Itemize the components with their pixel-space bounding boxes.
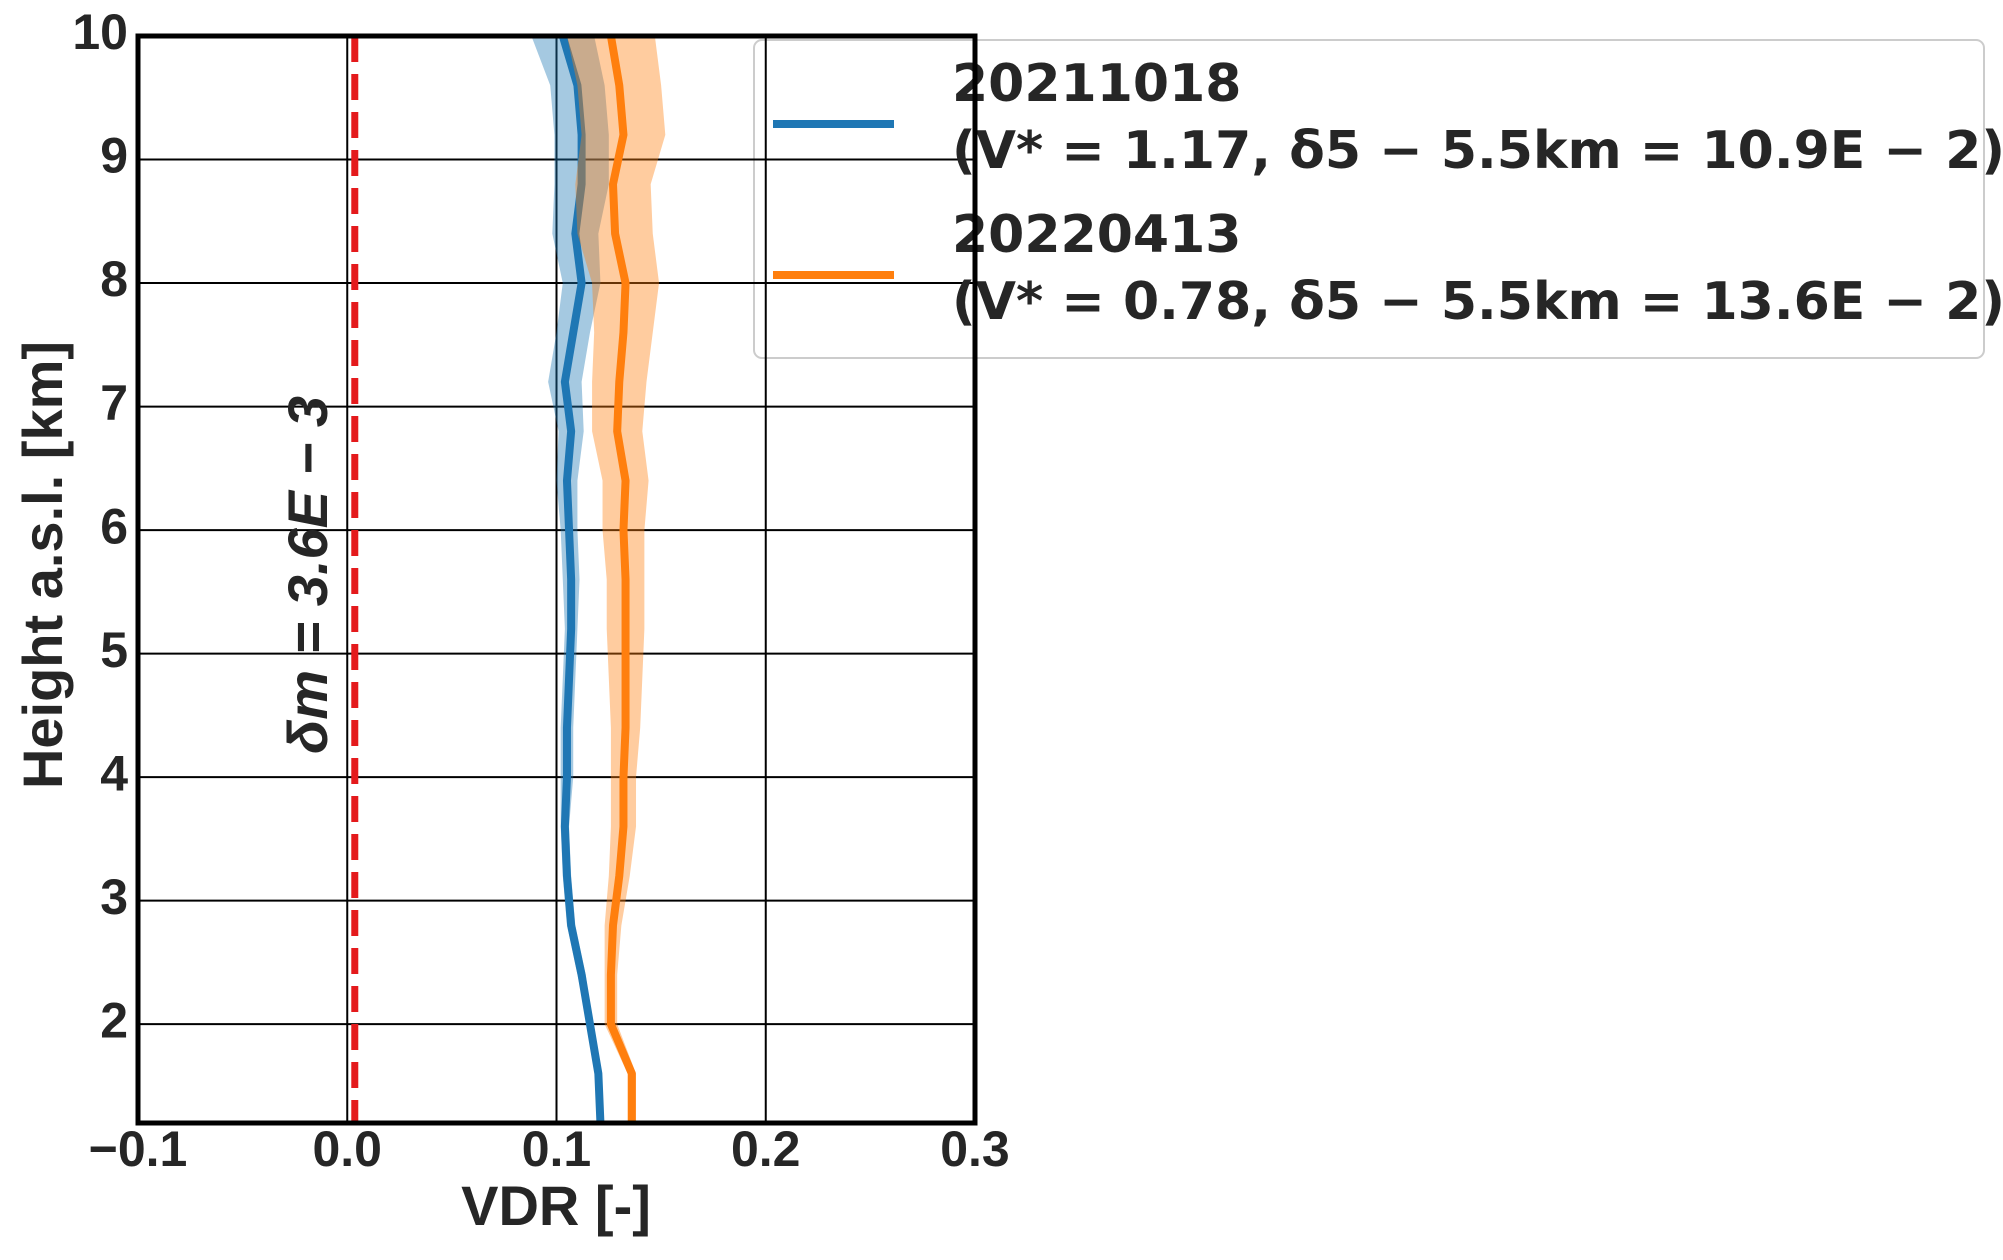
x-tick-label: 0.0 (312, 1121, 382, 1177)
legend-label: 20211018 (952, 54, 1241, 114)
reference-label: δm = 3.6E − 3 (276, 396, 339, 754)
legend-note: (V* = 0.78, δ5 − 5.5km = 13.6E − 2) (952, 272, 2003, 332)
x-tick-label: 0.1 (522, 1121, 592, 1177)
profile-line (606, 35, 636, 1123)
plot-frame (135, 33, 978, 1126)
y-tick-label: 9 (100, 128, 128, 184)
y-tick-label: 5 (100, 622, 128, 678)
profile-line (558, 34, 605, 1124)
legend-box (753, 39, 1985, 359)
y-tick-label: 8 (100, 251, 128, 307)
x-tick-label: 0.3 (940, 1121, 1010, 1177)
y-tick-label: 10 (72, 4, 128, 60)
y-tick-label: 6 (100, 498, 128, 554)
x-tick-label: −0.1 (89, 1121, 188, 1177)
x-axis-label: VDR [-] (461, 1174, 651, 1237)
y-tick-label: 7 (100, 375, 128, 431)
y-tick-label: 4 (100, 745, 128, 801)
legend-note: (V* = 1.17, δ5 − 5.5km = 10.9E − 2) (952, 121, 2003, 181)
legend-label: 20220413 (952, 205, 1241, 265)
x-tick-label: 0.2 (731, 1121, 801, 1177)
spread-band (566, 36, 666, 1123)
y-axis-label: Height a.s.l. [km] (11, 341, 74, 789)
y-tick-label: 3 (100, 869, 128, 925)
y-tick-label: 2 (100, 992, 128, 1048)
